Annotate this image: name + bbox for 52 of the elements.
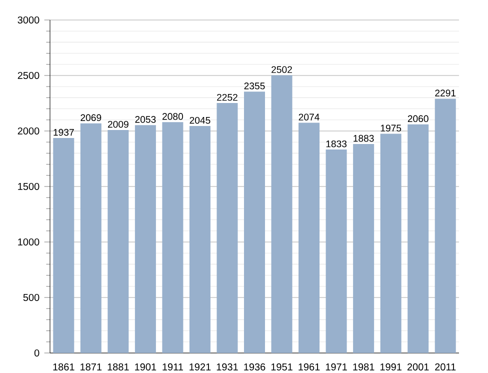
data-label: 1883	[354, 134, 374, 142]
x-tick-label: 2001	[407, 363, 429, 370]
bar	[380, 134, 402, 353]
data-label: 2009	[108, 120, 128, 128]
data-label: 1833	[326, 140, 347, 148]
x-tick-label: 1901	[135, 363, 156, 370]
x-tick-label: 1861	[53, 363, 74, 370]
x-tick-label: 2011	[435, 363, 456, 370]
data-label: 2060	[408, 115, 428, 122]
y-tick-label: 3000	[18, 16, 40, 24]
data-label: 2080	[162, 113, 183, 120]
bar	[189, 126, 210, 353]
x-tick-label: 1971	[326, 363, 347, 370]
x-tick-label: 1936	[244, 363, 266, 370]
data-label: 2074	[298, 114, 320, 120]
y-tick-label: 1000	[18, 238, 40, 246]
y-tick-label: 2500	[18, 72, 40, 80]
y-tick-label: 0	[34, 349, 40, 357]
data-label: 2053	[135, 116, 156, 123]
y-tick-label: 2000	[18, 127, 40, 135]
x-tick-label: 1931	[216, 363, 238, 370]
x-tick-label: 1911	[162, 363, 183, 370]
data-label: 2069	[80, 114, 102, 122]
x-tick-label: 1921	[190, 363, 211, 370]
bar	[53, 138, 74, 353]
x-tick-label: 1961	[298, 363, 320, 370]
bar	[271, 75, 292, 353]
bar	[244, 92, 265, 353]
data-label: 2291	[435, 90, 456, 96]
y-tick-label: 500	[23, 294, 40, 302]
data-label: 1975	[380, 124, 402, 132]
data-label: 1937	[54, 128, 74, 136]
bar	[134, 125, 156, 353]
data-label: 2045	[190, 116, 210, 124]
x-tick-label: 1951	[271, 363, 292, 370]
data-label: 2252	[217, 94, 238, 101]
bar	[162, 122, 184, 353]
bar	[408, 124, 429, 353]
x-tick-label: 1981	[353, 363, 374, 370]
x-tick-label: 1991	[380, 363, 402, 370]
bar	[353, 144, 374, 353]
x-tick-label: 1871	[80, 363, 102, 370]
y-tick-label: 1500	[18, 182, 40, 190]
bar	[108, 130, 129, 353]
bar	[298, 122, 320, 353]
x-tick-label: 1881	[108, 363, 129, 370]
bar	[80, 123, 102, 353]
bar	[326, 150, 347, 353]
data-label: 2502	[272, 66, 292, 73]
bar	[216, 103, 238, 353]
bar	[434, 98, 456, 353]
data-label: 2355	[244, 82, 265, 90]
